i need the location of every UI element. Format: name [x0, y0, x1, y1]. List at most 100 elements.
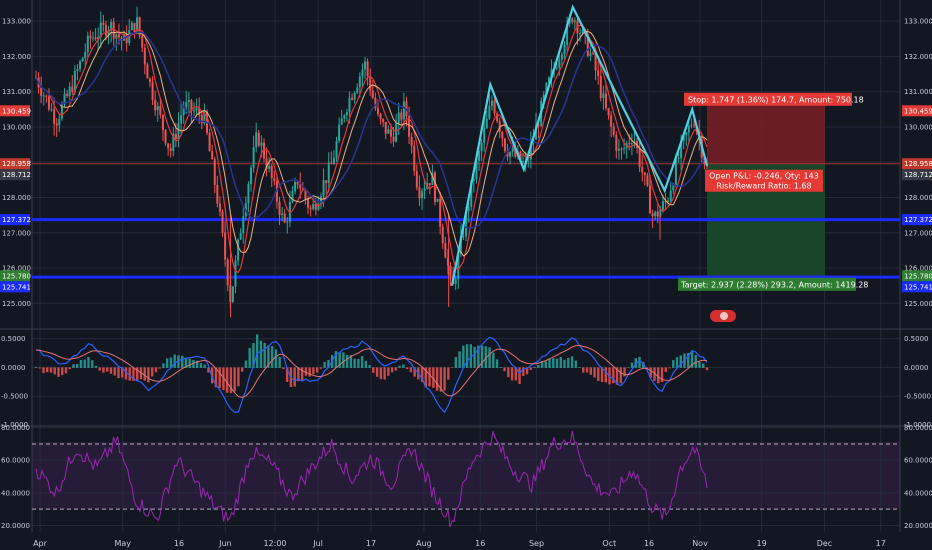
candle-body-177 [493, 100, 496, 114]
candle-body-218 [599, 76, 602, 98]
macd-histogram-bar-93 [383, 367, 386, 380]
macd-histogram-bar-159 [630, 362, 634, 368]
macd-histogram-bar-109 [443, 367, 446, 391]
candle-body-114 [330, 162, 333, 165]
macd-histogram-bar-41 [188, 358, 191, 368]
macd-histogram-bar-59 [255, 334, 259, 368]
candle-body-148 [418, 187, 421, 199]
macd-histogram-bar-46 [207, 367, 210, 373]
candle-body-8 [55, 123, 58, 126]
candle-body-238 [651, 213, 654, 217]
candle-body-85 [255, 132, 258, 148]
macd-histogram-bar-75 [315, 367, 319, 373]
macd-histogram-bar-152 [604, 367, 607, 383]
candle-body-88 [262, 142, 265, 159]
macd-histogram-bar-33 [158, 367, 161, 369]
macd-histogram-bar-154 [612, 367, 615, 384]
macd-right-tick-3: -1.0000 [904, 421, 931, 429]
candle-body-203 [560, 54, 563, 60]
candle-body-92 [273, 178, 276, 182]
candle-body-169 [472, 179, 475, 181]
candle-body-57 [182, 107, 185, 116]
macd-histogram-bar-20 [109, 367, 113, 374]
candle-body-104 [304, 190, 307, 199]
candle-body-11 [63, 93, 66, 105]
candle-body-6 [50, 109, 53, 111]
candle-body-108 [314, 203, 317, 210]
candle-body-242 [661, 201, 664, 210]
x-tick-6: 17 [366, 539, 376, 548]
macd-right-tick-2: -0.5000 [904, 393, 931, 401]
macd-histogram-bar-98 [402, 364, 405, 368]
candle-body-217 [597, 70, 600, 77]
candle-body-30 [112, 22, 115, 39]
candle-body-4 [45, 95, 48, 97]
candle-body-20 [86, 35, 89, 53]
left-y-tick-7: 132.000 [2, 53, 31, 61]
macd-histogram-bar-2 [42, 367, 45, 374]
macd-histogram-bar-72 [304, 367, 308, 376]
macd-histogram-bar-85 [353, 358, 356, 368]
macd-histogram-bar-36 [169, 357, 173, 368]
macd-histogram-bar-161 [638, 356, 641, 368]
news-marker-dot [720, 312, 728, 320]
target-info-text: Target: 2.937 (2.28%) 293.2, Amount: 141… [680, 280, 868, 289]
candle-body-202 [558, 59, 561, 68]
candle-body-181 [503, 138, 506, 151]
right-y-tick-3: 128.000 [904, 194, 932, 202]
macd-histogram-bar-30 [147, 367, 150, 383]
candle-body-233 [638, 148, 641, 167]
candle-body-23 [94, 37, 97, 40]
candle-body-126 [361, 69, 364, 77]
right-price-tag-level1 [902, 214, 932, 226]
left-price-tag-current [0, 158, 30, 170]
x-tick-1: May [114, 539, 131, 548]
candle-body-132 [376, 108, 379, 114]
candle-body-60 [190, 99, 193, 111]
candle-body-210 [579, 33, 582, 35]
candle-body-239 [654, 211, 657, 217]
macd-histogram-bar-176 [694, 355, 697, 368]
candle-body-63 [198, 108, 201, 115]
stop-zone [707, 98, 825, 164]
rsi-right-tick-1: 60.0000 [904, 457, 932, 465]
stop-info-text: Stop: 1.747 (1.36%) 174.7, Amount: 750.1… [688, 95, 864, 104]
candle-body-89 [265, 158, 268, 169]
candle-body-236 [646, 175, 649, 186]
x-tick-15: 17 [876, 539, 886, 548]
candle-body-226 [620, 148, 623, 150]
candle-body-205 [566, 23, 569, 45]
right-y-tick-0: 125.000 [904, 300, 932, 308]
candle-body-211 [581, 29, 584, 34]
candle-body-204 [563, 44, 566, 55]
left-y-tick-2: 127.000 [2, 229, 31, 237]
macd-histogram-bar-78 [327, 359, 330, 368]
macd-histogram-bar-175 [690, 350, 694, 368]
candle-body-9 [58, 118, 61, 126]
macd-histogram-bar-91 [375, 367, 379, 377]
candle-body-231 [633, 141, 636, 144]
macd-histogram-bar-87 [360, 356, 364, 368]
left-price-text-level1: 127.372 [2, 216, 31, 224]
candle-body-128 [366, 61, 369, 76]
macd-histogram-bar-105 [428, 367, 431, 387]
candle-body-187 [519, 151, 522, 162]
macd-histogram-bar-82 [342, 352, 345, 368]
macd-histogram-bar-10 [72, 364, 75, 368]
left-price-tag-stop [0, 105, 30, 117]
macd-histogram-bar-7 [61, 367, 64, 376]
candle-body-87 [260, 142, 263, 146]
macd-histogram-bar-155 [615, 367, 619, 385]
candle-body-7 [53, 109, 56, 124]
macd-left-tick-3: -1.0000 [1, 421, 28, 429]
macd-histogram-bar-167 [660, 367, 664, 383]
macd-histogram-bar-52 [229, 367, 233, 394]
candle-body-50 [164, 129, 167, 144]
macd-histogram-bar-21 [113, 367, 116, 376]
right-price-tag-current [902, 158, 932, 170]
left-y-tick-8: 133.000 [2, 18, 31, 26]
macd-histogram-bar-148 [589, 367, 592, 375]
candle-body-251 [685, 132, 688, 136]
right-price-tag-target [902, 270, 932, 282]
